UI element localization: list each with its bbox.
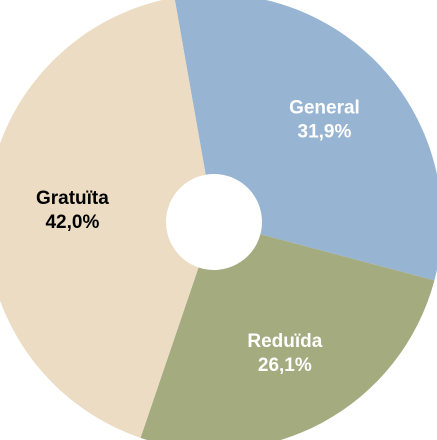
slice-value-label: 31,9% [298, 122, 352, 143]
slice-label: Gratuïta [36, 188, 109, 209]
slice-label: Reduïda [247, 331, 322, 352]
donut-slice [0, 0, 206, 438]
slice-value-label: 26,1% [258, 355, 312, 376]
slice-label: General [289, 98, 360, 119]
donut-slice [174, 0, 437, 281]
slice-value-label: 42,0% [45, 212, 99, 233]
donut-slice [140, 234, 435, 440]
